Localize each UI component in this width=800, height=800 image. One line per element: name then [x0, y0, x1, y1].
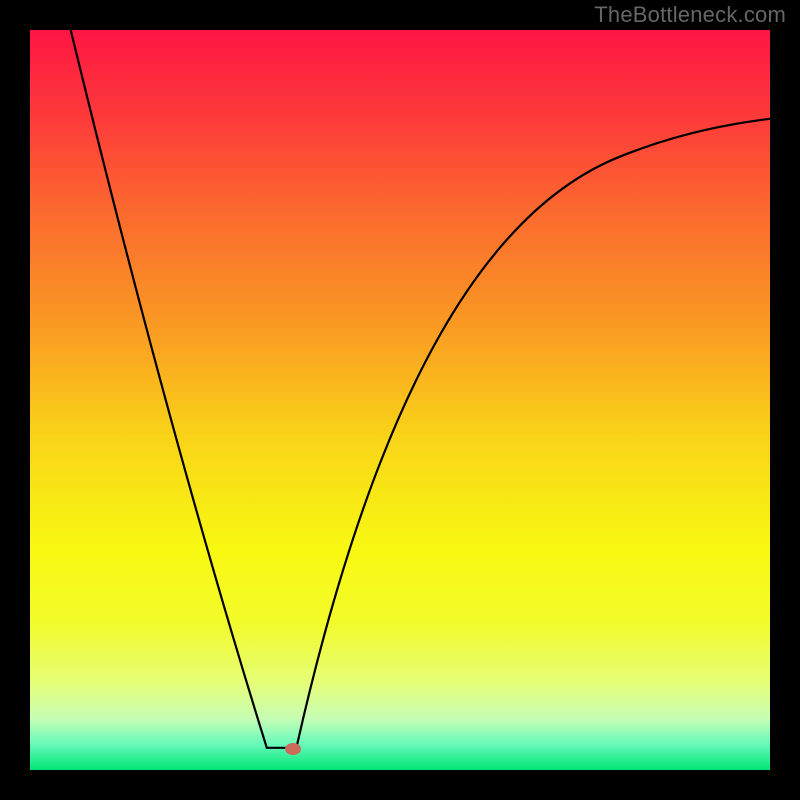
bottleneck-curve [30, 30, 770, 770]
optimal-point-marker [285, 743, 301, 755]
watermark-text: TheBottleneck.com [594, 2, 786, 28]
plot-area [30, 30, 770, 770]
chart-frame: TheBottleneck.com [0, 0, 800, 800]
